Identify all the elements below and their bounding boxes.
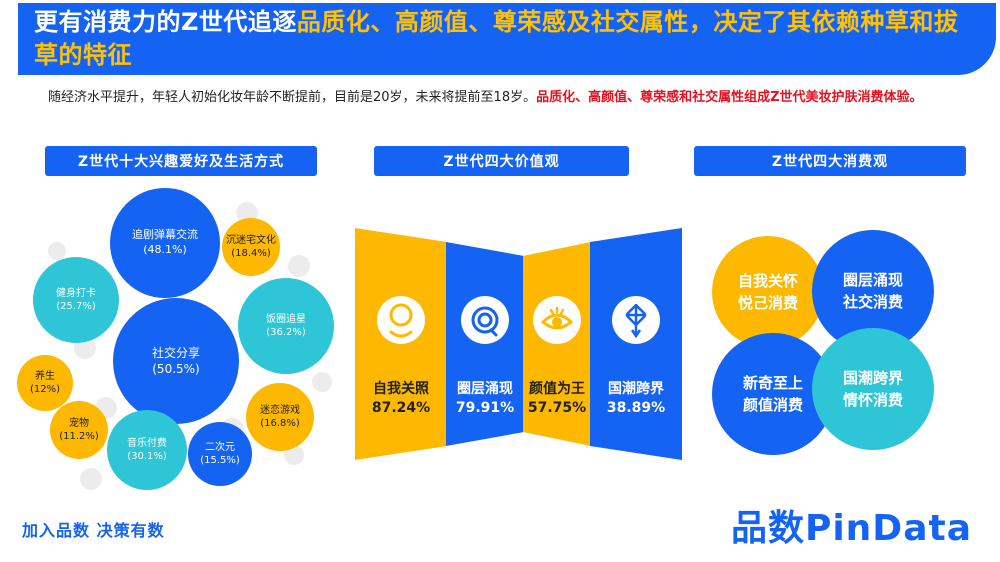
hobby-label: 沉迷宅文化 <box>226 234 276 246</box>
hobby-label: 二次元 <box>205 441 235 453</box>
hobby-label: 社交分享 <box>151 345 200 360</box>
consumption-line2: 社交消费 <box>842 293 903 311</box>
hobby-label: 宠物 <box>69 417 89 429</box>
decor-dot <box>288 255 310 277</box>
decor-dot <box>260 286 276 302</box>
consumption-line1: 新奇至上 <box>742 374 803 392</box>
value-percent: 87.24% <box>371 400 431 416</box>
hobby-bubble: 追剧弹幕交流 (48.1%) <box>110 188 220 298</box>
hobby-value: (15.5%) <box>200 455 240 466</box>
value-percent: 38.89% <box>606 400 666 416</box>
hobby-value: (12%) <box>29 384 61 395</box>
hobby-label: 饭圈追星 <box>266 313 306 325</box>
hobby-bubble: 养生 (12%) <box>17 355 73 411</box>
title-plain: 更有消费力的Z世代追逐 <box>34 8 297 36</box>
hobby-label: 健身打卡 <box>56 287 96 299</box>
value-label: 国潮跨界 <box>608 381 664 397</box>
value-label: 自我关照 <box>373 381 429 397</box>
hobby-bubble: 迷恋游戏 (16.8%) <box>246 383 314 451</box>
decor-dot <box>48 242 66 260</box>
hobbies-header: Z世代十大兴趣爱好及生活方式 <box>45 146 317 176</box>
value-text: 颜值为王 57.75% <box>523 380 591 418</box>
smiley-face-icon <box>377 296 425 344</box>
hobby-value: (25.7%) <box>56 301 96 312</box>
consumption-header: Z世代四大消费观 <box>694 146 966 176</box>
consumption-line2: 颜值消费 <box>742 396 803 414</box>
hobby-value: (18.4%) <box>231 248 271 259</box>
consumption-circle: 圈层涌现 社交消费 <box>812 230 934 352</box>
hobby-value: (50.5%) <box>152 362 200 376</box>
intro-paragraph: 随经济水平提升，年轻人初始化妆年龄不断提前，目前是20岁，未来将提前至18岁。品… <box>22 84 982 111</box>
hobby-bubble: 健身打卡 (25.7%) <box>33 257 119 343</box>
value-band: 颜值为王 57.75% <box>523 228 591 460</box>
hobby-value: (11.2%) <box>59 431 99 442</box>
intro-text: 随经济水平提升，年轻人初始化妆年龄不断提前，目前是20岁，未来将提前至18岁。 <box>48 90 537 105</box>
values-header: Z世代四大价值观 <box>374 146 629 176</box>
hobby-bubble: 音乐付费 (30.1%) <box>107 410 187 490</box>
consumption-line2: 悦己消费 <box>737 294 798 312</box>
value-band: 圈层涌现 79.91% <box>446 228 524 460</box>
decor-dot <box>74 337 96 359</box>
consumption-line1: 国潮跨界 <box>842 369 903 387</box>
chinese-knot-icon <box>612 296 660 344</box>
hobby-label: 追剧弹幕交流 <box>132 228 198 242</box>
hobby-bubble: 宠物 (11.2%) <box>50 401 108 459</box>
consumption-circle: 国潮跨界 情怀消费 <box>812 328 934 450</box>
band-shape <box>590 228 682 460</box>
eye-icon <box>533 296 581 344</box>
value-band: 自我关照 87.24% <box>355 228 447 460</box>
hobby-value: (48.1%) <box>143 243 187 256</box>
value-label: 圈层涌现 <box>457 381 513 397</box>
decor-dot <box>312 372 332 392</box>
decor-dot <box>80 468 102 490</box>
value-percent: 57.75% <box>527 400 587 416</box>
value-text: 自我关照 87.24% <box>355 380 447 418</box>
page-title: 更有消费力的Z世代追逐品质化、高颜值、尊荣感及社交属性，决定了其依赖种草和拔草的… <box>18 3 996 75</box>
hobby-bubble: 二次元 (15.5%) <box>188 422 252 486</box>
slogan: 加入品数 决策有数 <box>22 521 165 540</box>
value-percent: 79.91% <box>455 400 515 416</box>
speech-bubble-icon <box>461 296 509 344</box>
decor-dot <box>220 418 244 442</box>
hobby-label: 音乐付费 <box>127 437 167 449</box>
decor-dot <box>95 397 117 419</box>
consumption-line2: 情怀消费 <box>842 391 903 409</box>
brand-logo: 品数PinData <box>730 508 972 549</box>
hobby-label: 迷恋游戏 <box>260 404 300 416</box>
band-shape <box>446 242 524 446</box>
hobby-value: (30.1%) <box>127 451 167 462</box>
intro-highlight: 品质化、高颜值、尊荣感和社交属性组成Z世代美妆护肤消费体验。 <box>536 90 923 105</box>
consumption-circle: 自我关怀 悦己消费 <box>712 236 824 348</box>
hobby-label: 养生 <box>35 370 55 382</box>
band-shape <box>355 228 447 460</box>
value-text: 国潮跨界 38.89% <box>590 380 682 418</box>
decor-dot <box>284 445 304 465</box>
hobby-value: (16.8%) <box>260 418 300 429</box>
value-text: 圈层涌现 79.91% <box>446 380 524 418</box>
hobby-bubble: 饭圈追星 (36.2%) <box>238 278 334 374</box>
consumption-line1: 圈层涌现 <box>842 271 903 289</box>
value-band: 国潮跨界 38.89% <box>590 228 682 460</box>
hobby-value: (36.2%) <box>266 327 306 338</box>
hobby-bubble: 沉迷宅文化 (18.4%) <box>222 218 280 276</box>
decor-dot <box>236 202 258 224</box>
band-shape <box>523 242 591 446</box>
hobby-bubble: 社交分享 (50.5%) <box>113 298 239 424</box>
decor-dot <box>33 392 49 408</box>
value-label: 颜值为王 <box>529 381 585 397</box>
title-highlight: 品质化、高颜值、尊荣感及社交属性，决定了其依赖种草和拔草的特征 <box>34 8 959 69</box>
consumption-line1: 自我关怀 <box>737 272 798 290</box>
